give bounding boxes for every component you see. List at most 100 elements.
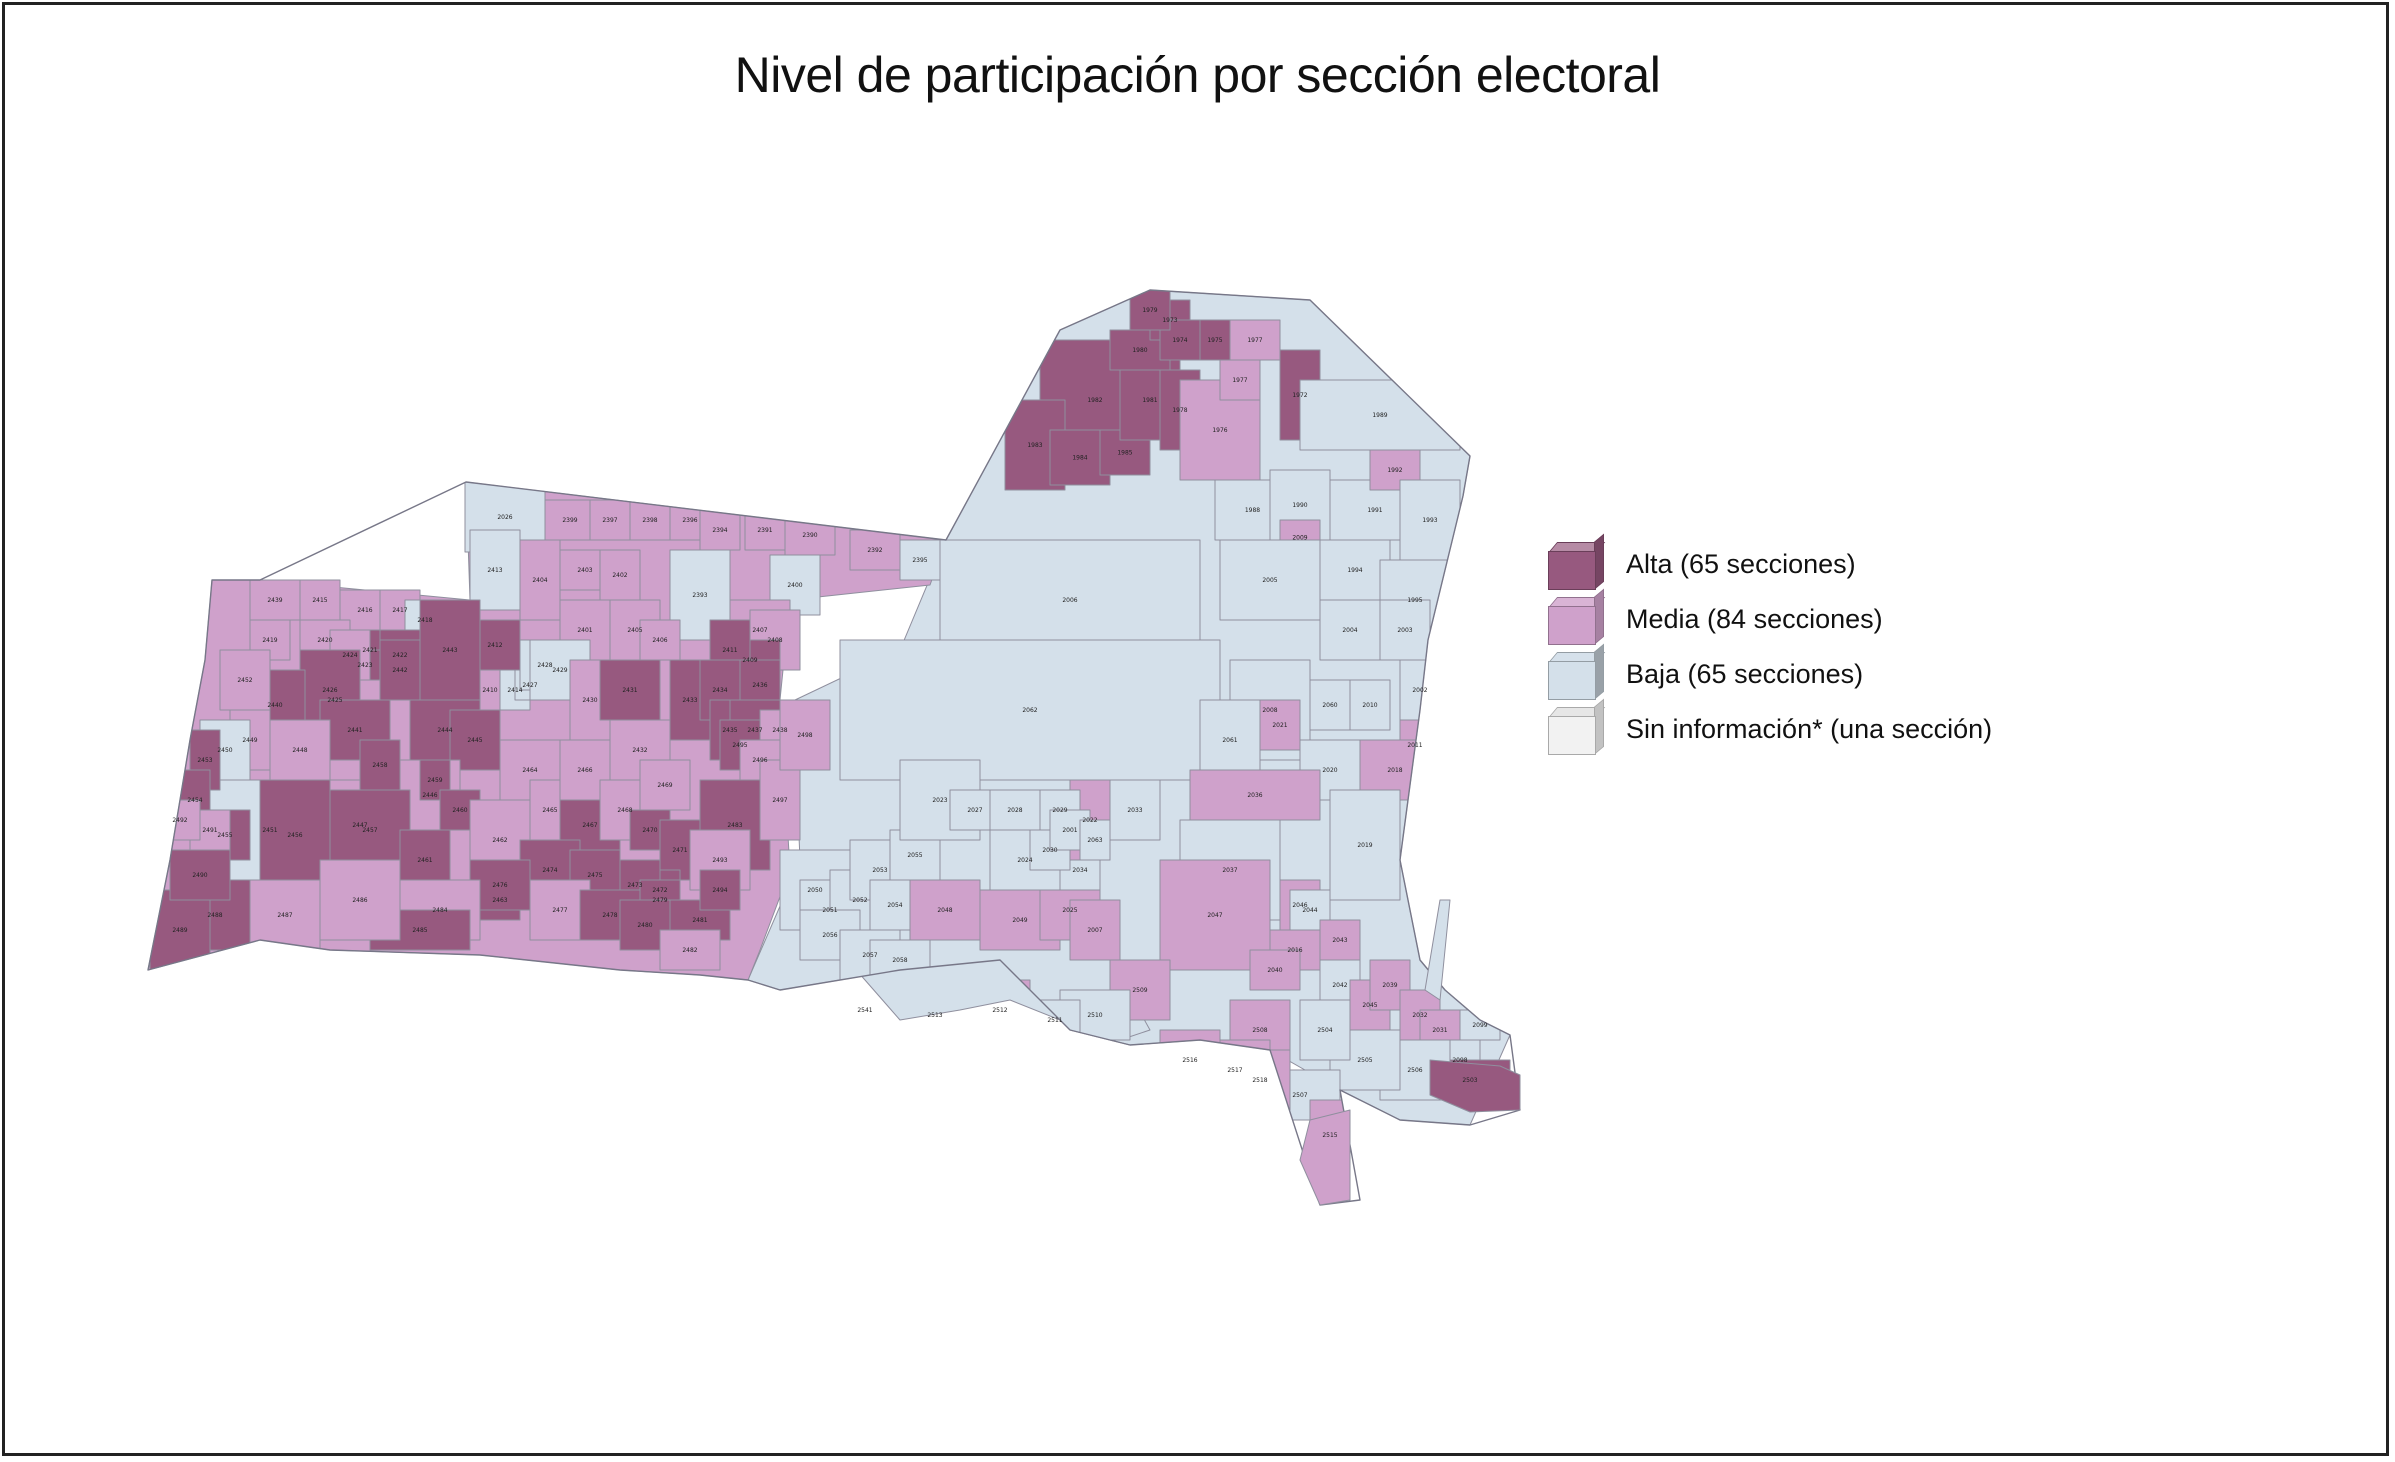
section-label: 2459 — [427, 777, 442, 784]
section-label: 2405 — [627, 627, 642, 634]
section-label: 2393 — [692, 592, 707, 599]
section-label: 1993 — [1422, 517, 1437, 524]
section-label: 2508 — [1252, 1027, 1267, 1034]
section-label: 2409 — [742, 657, 757, 664]
section-label: 2446 — [422, 792, 437, 799]
section-label: 2418 — [417, 617, 432, 624]
section-label: 2435 — [722, 727, 737, 734]
section-label: 2057 — [862, 952, 877, 959]
section-label: 2472 — [652, 887, 667, 894]
section-label: 2032 — [1412, 1012, 1427, 1019]
legend-item-baja: Baja (65 secciones) — [1548, 643, 2108, 702]
section-2019 — [1329, 789, 1401, 901]
section-2010 — [1349, 679, 1391, 731]
section-label: 2424 — [342, 652, 357, 659]
section-label: 2031 — [1432, 1027, 1447, 1034]
section-label: 2487 — [277, 912, 292, 919]
section-label: 2045 — [1362, 1002, 1377, 1009]
section-label: 2048 — [937, 907, 952, 914]
section-label: 2027 — [967, 807, 982, 814]
section-label: 2467 — [582, 822, 597, 829]
section-label: 2420 — [317, 637, 332, 644]
section-label: 2449 — [242, 737, 257, 744]
section-label: 2049 — [1012, 917, 1027, 924]
section-label: 1994 — [1347, 567, 1362, 574]
section-2503-shape — [1429, 1059, 1521, 1113]
section-label: 2395 — [912, 557, 927, 564]
legend-swatch-baja — [1548, 643, 1606, 700]
section-label: 1973 — [1162, 317, 1177, 324]
section-label: 2061 — [1222, 737, 1237, 744]
section-label: 2494 — [712, 887, 727, 894]
section-label: 2007 — [1087, 927, 1102, 934]
section-2498 — [779, 699, 831, 771]
section-2048 — [909, 879, 981, 941]
section-label: 2414 — [507, 687, 522, 694]
section-label: 2058 — [892, 957, 907, 964]
section-label: 1977 — [1247, 337, 1262, 344]
section-label: 2394 — [712, 527, 727, 534]
section-label: 2497 — [772, 797, 787, 804]
section-2497 — [759, 759, 801, 841]
section-label: 2511 — [1047, 1017, 1062, 1024]
section-1992 — [1369, 449, 1421, 491]
section-label: 2098 — [1452, 1057, 1467, 1064]
section-label: 2009 — [1292, 535, 1307, 542]
section-label: 2397 — [602, 517, 617, 524]
section-label: 2396 — [682, 517, 697, 524]
legend-item-alta: Alta (65 secciones) — [1548, 533, 2108, 592]
section-label: 1978 — [1172, 407, 1187, 414]
section-2452 — [219, 649, 271, 711]
section-label: 1980 — [1132, 347, 1147, 354]
section-label: 2008 — [1262, 707, 1277, 714]
section-label: 2030 — [1042, 847, 1057, 854]
section-2448 — [269, 719, 331, 781]
section-label: 2450 — [217, 747, 232, 754]
section-label: 2054 — [887, 902, 902, 909]
section-label: 2047 — [1207, 912, 1222, 919]
section-label: 2431 — [622, 687, 637, 694]
section-label: 2055 — [907, 852, 922, 859]
section-label: 1992 — [1387, 467, 1402, 474]
section-label: 2518 — [1252, 1077, 1267, 1084]
section-label: 2428 — [537, 662, 552, 669]
section-label: 2391 — [757, 527, 772, 534]
section-label: 2040 — [1267, 967, 1282, 974]
section-label: 2448 — [292, 747, 307, 754]
section-label: 2443 — [442, 647, 457, 654]
section-2442 — [379, 639, 421, 701]
section-2494 — [699, 869, 741, 911]
section-label: 2006 — [1062, 597, 1077, 604]
section-label: 2001 — [1062, 827, 1077, 834]
section-label: 2063 — [1087, 837, 1102, 844]
section-2404 — [519, 539, 561, 621]
section-2004 — [1319, 599, 1381, 661]
section-label: 2052 — [852, 897, 867, 904]
section-label: 2469 — [657, 782, 672, 789]
section-label: 2462 — [492, 837, 507, 844]
section-label: 2466 — [577, 767, 592, 774]
map-legend: Alta (65 secciones) Media (84 secciones)… — [1548, 533, 2108, 757]
legend-label-sin-informacion: Sin información* (una sección) — [1626, 714, 1993, 744]
section-2504 — [1299, 999, 1351, 1061]
section-label: 2470 — [642, 827, 657, 834]
section-label: 2401 — [577, 627, 592, 634]
section-label: 1983 — [1027, 442, 1042, 449]
section-label: 2510 — [1087, 1012, 1102, 1019]
section-label: 2460 — [452, 807, 467, 814]
section-label: 2461 — [417, 857, 432, 864]
section-1994 — [1319, 539, 1391, 601]
section-label: 1976 — [1212, 427, 1227, 434]
section-label: 2491 — [202, 827, 217, 834]
section-label: 2037 — [1222, 867, 1237, 874]
section-2439 — [249, 579, 301, 621]
section-2028 — [989, 789, 1041, 831]
section-label: 2046 — [1292, 902, 1307, 909]
section-label: 2043 — [1332, 937, 1347, 944]
section-label: 2403 — [577, 567, 592, 574]
section-label: 2039 — [1382, 982, 1397, 989]
section-label: 2447 — [352, 822, 367, 829]
section-label: 2490 — [192, 872, 207, 879]
section-label: 2427 — [522, 682, 537, 689]
section-2061 — [1199, 699, 1261, 781]
